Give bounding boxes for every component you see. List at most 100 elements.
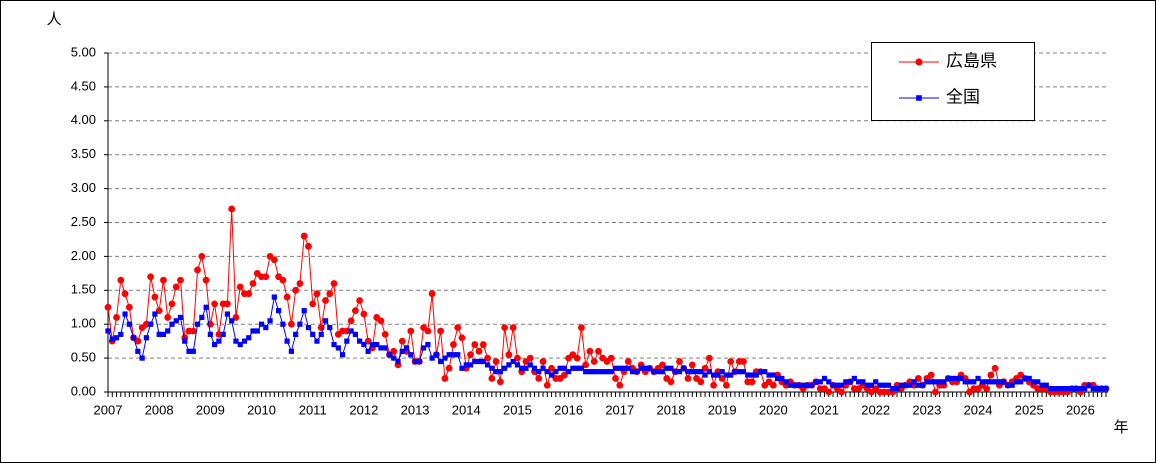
data-point (236, 283, 244, 291)
data-point (706, 369, 712, 375)
data-point (246, 335, 252, 341)
data-point (117, 276, 125, 284)
data-point (386, 352, 393, 358)
data-point (442, 355, 448, 361)
data-point (702, 372, 708, 378)
data-point (740, 369, 747, 375)
data-point (267, 318, 273, 324)
data-point (710, 381, 718, 389)
data-point (540, 365, 546, 371)
data-point (578, 324, 585, 331)
x-tick-label: 2012 (349, 402, 378, 417)
data-point (625, 365, 631, 371)
data-point (1047, 386, 1054, 392)
data-point (1052, 386, 1058, 392)
data-point (313, 290, 321, 298)
data-point (263, 324, 269, 331)
data-point (766, 372, 772, 378)
data-point (271, 294, 277, 300)
data-point (757, 369, 764, 375)
data-point (262, 273, 270, 281)
data-point (130, 335, 137, 341)
data-point (408, 352, 414, 358)
legend-label: 広島県 (946, 51, 997, 70)
data-point (941, 379, 947, 385)
data-point (877, 382, 883, 388)
data-point (488, 375, 496, 382)
x-tick-label: 2020 (759, 402, 788, 417)
data-point (902, 382, 909, 388)
data-point (578, 365, 585, 371)
data-point (489, 365, 495, 371)
data-point (553, 369, 559, 375)
data-point (779, 375, 785, 382)
data-point (398, 337, 406, 345)
data-point (292, 286, 300, 294)
data-point (249, 280, 257, 287)
data-point (787, 382, 793, 388)
data-point (809, 382, 815, 388)
data-point (352, 331, 358, 337)
data-point (351, 307, 359, 315)
y-axis-label: 人 (46, 11, 61, 28)
data-point (523, 365, 529, 371)
data-point (792, 382, 798, 388)
data-point (843, 379, 849, 385)
data-point (519, 365, 525, 371)
data-point (407, 327, 415, 335)
data-point (659, 369, 666, 375)
y-tick-label: 0.50 (71, 350, 96, 365)
data-point (531, 365, 538, 371)
legend-label: 全国 (946, 87, 980, 106)
data-point (121, 290, 129, 298)
data-point (548, 372, 555, 378)
data-point (496, 378, 504, 386)
data-point (160, 331, 167, 337)
data-point (279, 276, 287, 284)
data-point (595, 347, 602, 355)
data-point (945, 375, 951, 382)
data-point (186, 348, 192, 354)
data-point (1060, 386, 1066, 392)
data-point (275, 308, 282, 314)
data-point (475, 347, 483, 355)
data-point (668, 365, 674, 371)
data-point (293, 331, 299, 337)
data-point (203, 304, 209, 310)
data-point (920, 382, 926, 388)
data-point (360, 310, 368, 318)
data-point (860, 379, 866, 385)
data-point (113, 335, 120, 341)
data-point (937, 379, 943, 385)
x-tick-label: 2021 (810, 402, 839, 417)
data-point (229, 318, 235, 324)
data-point (1082, 386, 1088, 392)
data-point (339, 352, 346, 358)
data-point (484, 362, 491, 368)
data-point (624, 358, 632, 365)
data-point (1090, 386, 1096, 392)
data-point (369, 341, 376, 348)
data-point (813, 379, 819, 385)
data-point (479, 341, 487, 348)
y-tick-label: 0.00 (71, 383, 96, 398)
data-point (194, 266, 201, 274)
x-tick-label: 2009 (196, 402, 225, 417)
data-point (173, 318, 179, 324)
data-point (492, 358, 500, 365)
data-point (672, 369, 678, 375)
data-point (476, 358, 482, 365)
data-point (927, 371, 935, 379)
data-point (543, 381, 551, 389)
data-point (212, 341, 218, 348)
data-point (506, 362, 512, 368)
data-point (1069, 386, 1075, 392)
data-point (561, 365, 567, 371)
data-point (284, 338, 290, 344)
data-point (391, 355, 397, 361)
data-point (502, 365, 508, 371)
data-point (480, 358, 486, 365)
data-point (237, 341, 243, 348)
data-point (1086, 382, 1092, 388)
x-tick-label: 2011 (299, 402, 327, 417)
